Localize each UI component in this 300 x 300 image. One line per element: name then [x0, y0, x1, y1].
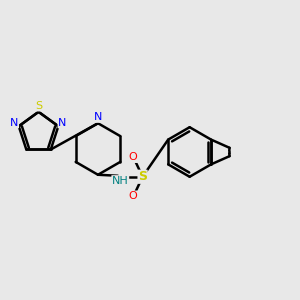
Text: N: N: [58, 118, 67, 128]
Text: S: S: [35, 101, 42, 111]
Text: O: O: [129, 191, 137, 201]
Text: O: O: [129, 152, 137, 162]
Text: S: S: [138, 170, 147, 183]
Text: NH: NH: [112, 176, 129, 186]
Text: N: N: [10, 118, 19, 128]
Text: N: N: [94, 112, 102, 122]
